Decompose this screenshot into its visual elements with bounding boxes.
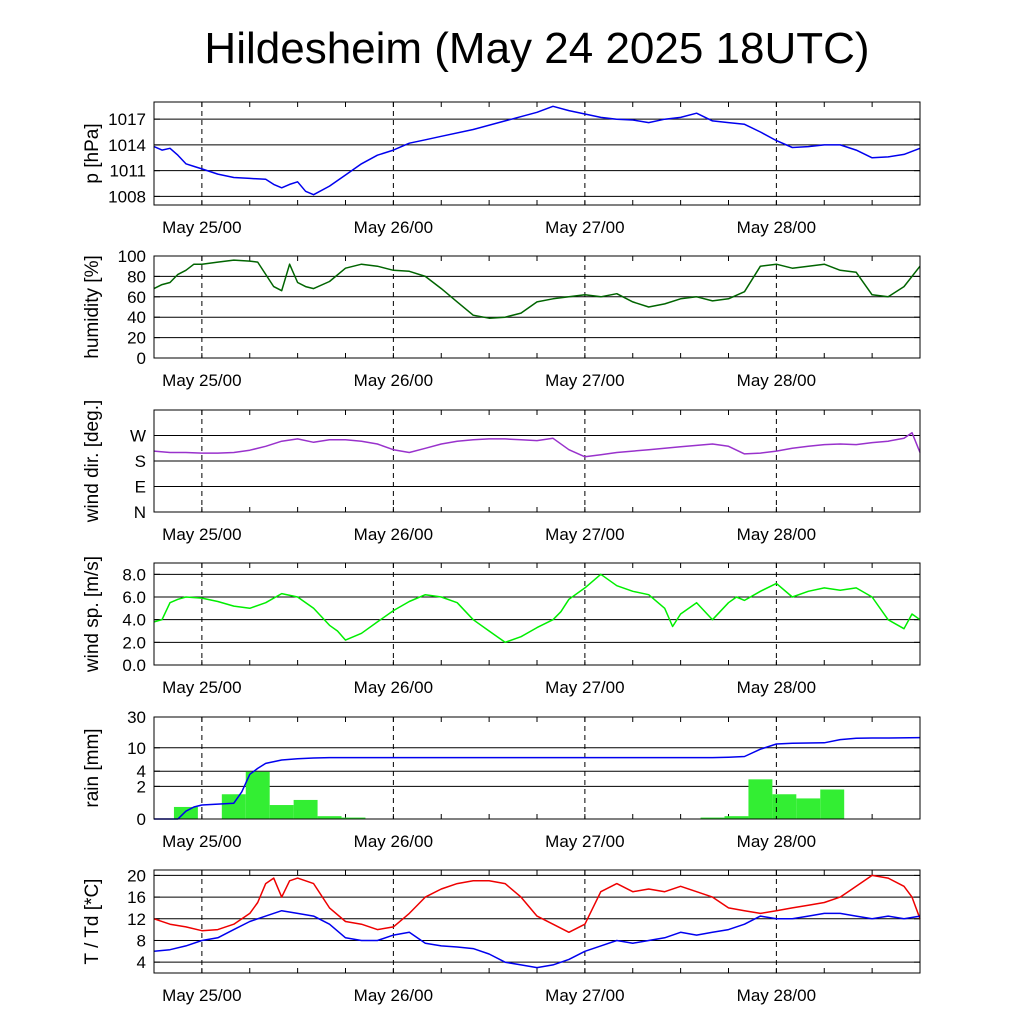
rain-bar xyxy=(724,816,749,819)
y-axis-label: rain [mm] xyxy=(82,728,103,807)
y-tick-label: W xyxy=(130,427,146,446)
x-tick-label: May 27/00 xyxy=(545,832,624,851)
x-tick-label: May 26/00 xyxy=(354,218,433,237)
series-line-1 xyxy=(153,573,921,644)
x-tick-label: May 27/00 xyxy=(545,678,624,697)
x-tick-label: May 28/00 xyxy=(737,525,816,544)
y-axis-label: wind dir. [deg.] xyxy=(82,400,103,524)
y-tick-label: 0.0 xyxy=(122,656,146,675)
x-tick-label: May 25/00 xyxy=(162,678,241,697)
y-tick-label: 80 xyxy=(127,267,146,286)
panel-5: 0 24 10 30 rain [mm] May 25/00 May 26/00 May 27… xyxy=(82,708,921,851)
panel-1: 1008 1011 1014 1017 p [hPa] May 25/00 May 26/0… xyxy=(82,101,921,237)
x-tick-label: May 28/00 xyxy=(737,371,816,390)
y-tick-label: 60 xyxy=(127,288,146,307)
x-tick-label: May 25/00 xyxy=(162,371,241,390)
rain-bar xyxy=(317,816,342,819)
x-tick-label: May 28/00 xyxy=(737,986,816,1005)
rain-bar xyxy=(700,817,725,819)
y-tick-label: 20 xyxy=(127,329,146,348)
x-tick-label: May 25/00 xyxy=(162,832,241,851)
rain-bar xyxy=(221,794,246,819)
x-tick-label: May 25/00 xyxy=(162,525,241,544)
series-line-1 xyxy=(153,431,921,458)
y-tick-label: 4 xyxy=(137,953,146,972)
y-tick-label: 1008 xyxy=(108,187,146,206)
series-line-t xyxy=(153,874,921,934)
y-tick-label: 1014 xyxy=(108,136,146,155)
x-tick-label: May 26/00 xyxy=(354,832,433,851)
x-tick-label: May 25/00 xyxy=(162,986,241,1005)
x-tick-label: May 26/00 xyxy=(354,525,433,544)
y-tick-label: 16 xyxy=(127,888,146,907)
y-tick-label: 2.0 xyxy=(122,633,146,652)
x-tick-label: May 25/00 xyxy=(162,218,241,237)
y-tick-label: E xyxy=(135,478,146,497)
y-tick-label: 4.0 xyxy=(122,611,146,630)
rain-bar xyxy=(748,779,773,819)
panel-6: 4 8 12 16 20 T / Td [*C] May 25/00 May 26/00 May… xyxy=(82,866,921,1005)
x-tick-label: May 27/00 xyxy=(545,371,624,390)
y-tick-label: 2 xyxy=(137,777,146,796)
y-axis-label: p [hPa] xyxy=(82,123,103,183)
chart-title: Hildesheim (May 24 2025 18UTC) xyxy=(204,24,870,73)
y-tick-label: 30 xyxy=(127,708,146,727)
rain-bar xyxy=(173,806,198,819)
y-tick-label: 12 xyxy=(127,910,146,929)
x-tick-label: May 27/00 xyxy=(545,986,624,1005)
plot-frame xyxy=(153,562,921,666)
x-tick-label: May 26/00 xyxy=(354,678,433,697)
y-tick-label: 4 xyxy=(137,762,146,781)
rain-bar xyxy=(245,771,270,819)
y-axis-label: T / Td [*C] xyxy=(82,879,103,965)
y-tick-label: 20 xyxy=(127,866,146,885)
y-tick-label: 100 xyxy=(118,247,146,266)
rain-bar xyxy=(796,798,821,819)
rain-bar xyxy=(293,799,318,819)
plot-frame xyxy=(153,409,921,513)
series-line-1 xyxy=(153,105,921,196)
plot-frame xyxy=(153,101,921,206)
rain-bar xyxy=(269,805,294,819)
y-tick-label: 10 xyxy=(127,739,146,758)
y-tick-label: 1017 xyxy=(108,110,146,129)
y-axis-label: humidity [%] xyxy=(82,255,103,358)
series-line-1 xyxy=(154,736,921,820)
y-tick-label: 0 xyxy=(137,810,146,829)
y-tick-label: 8 xyxy=(137,931,146,950)
y-tick-label: 8.0 xyxy=(122,565,146,584)
y-tick-label: N xyxy=(134,503,146,522)
x-tick-label: May 26/00 xyxy=(354,371,433,390)
y-axis-label: wind sp. [m/s] xyxy=(82,556,103,673)
x-tick-label: May 27/00 xyxy=(545,525,624,544)
rain-bar xyxy=(820,789,845,819)
series-line-1 xyxy=(153,259,921,319)
rain-bar xyxy=(772,794,797,819)
plot-frame xyxy=(153,255,921,359)
y-tick-label: S xyxy=(135,452,146,471)
plot-frame xyxy=(153,869,921,974)
y-tick-label: 40 xyxy=(127,308,146,327)
x-tick-label: May 27/00 xyxy=(545,218,624,237)
x-tick-label: May 28/00 xyxy=(737,678,816,697)
plot-frame xyxy=(153,716,921,820)
y-tick-label: 1011 xyxy=(109,162,146,181)
rain-bar xyxy=(341,817,366,819)
x-tick-label: May 26/00 xyxy=(354,986,433,1005)
y-tick-label: 0 xyxy=(137,349,146,368)
x-tick-label: May 28/00 xyxy=(737,218,816,237)
y-tick-label: 6.0 xyxy=(122,588,146,607)
series-line-td xyxy=(153,909,921,969)
x-tick-label: May 28/00 xyxy=(737,832,816,851)
panel-4: 0.0 2.0 4.0 6.0 8.0 wind sp. [m/s] May 25/00 Ma… xyxy=(82,556,921,697)
